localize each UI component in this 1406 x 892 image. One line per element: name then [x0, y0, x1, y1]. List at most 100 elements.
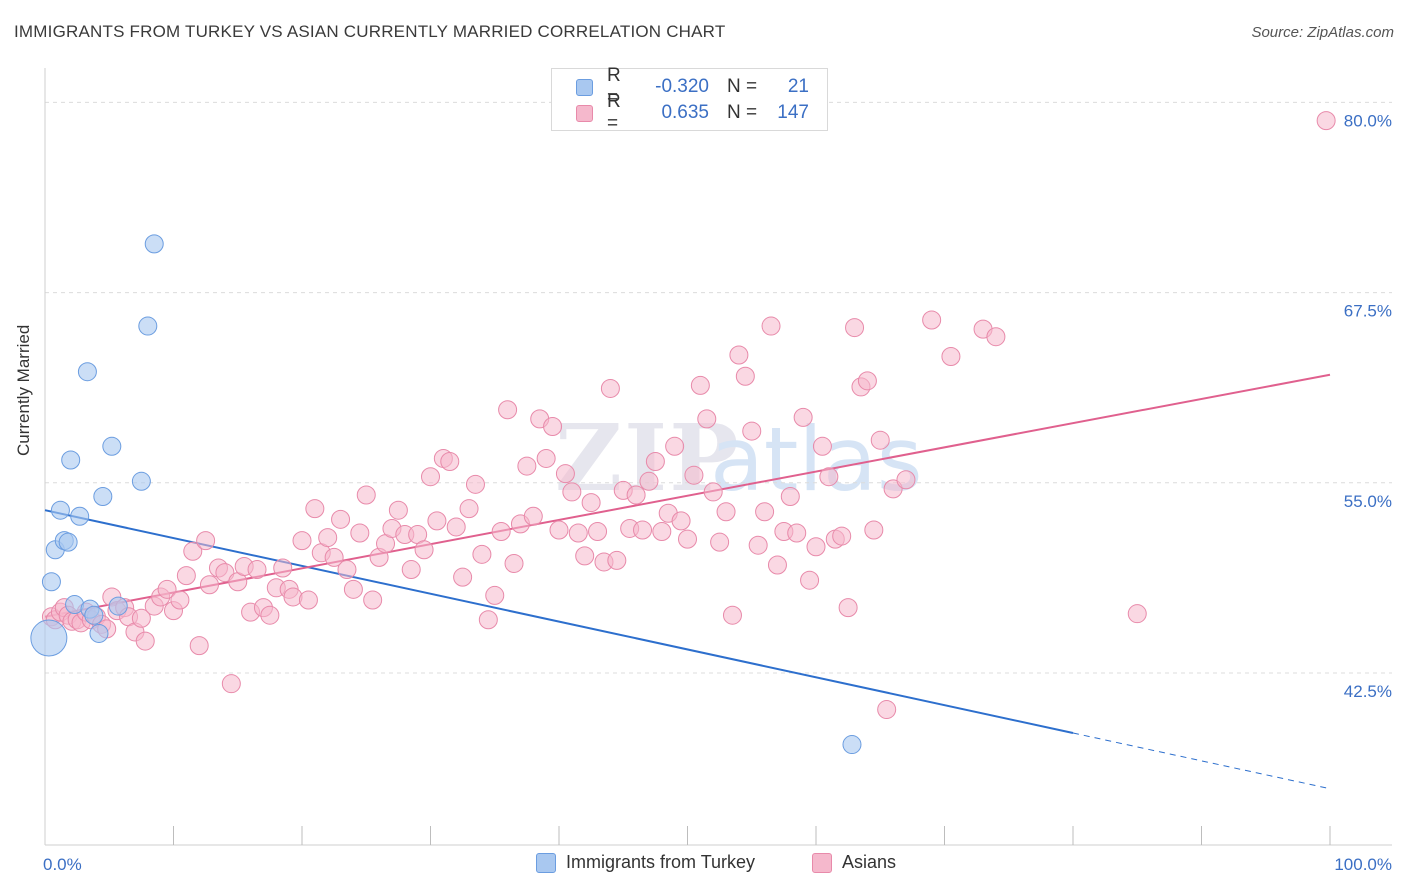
asian-point: [363, 590, 383, 610]
y-tick-label: 42.5%: [1344, 682, 1392, 701]
asian-point: [343, 579, 363, 599]
asian-points: [41, 111, 1336, 720]
asian-point: [845, 318, 865, 338]
asian-point: [414, 540, 434, 560]
asian-point: [283, 587, 303, 607]
correlation-legend: R = -0.320 N = 21 R = 0.635 N = 147: [551, 65, 828, 134]
asian-point: [761, 316, 781, 336]
asian-point: [562, 482, 582, 502]
turkey-point: [30, 619, 68, 657]
asian-point: [793, 407, 813, 427]
asian-point: [260, 605, 280, 625]
legend-r-value: 0.635: [661, 102, 709, 123]
asian-point: [465, 474, 485, 494]
tick-labels: 42.5% 55.0% 67.5% 80.0% 0.0% 100.0%: [43, 111, 1392, 874]
asian-point: [787, 523, 807, 543]
asian-point: [986, 327, 1006, 347]
asian-point: [832, 526, 852, 546]
turkey-trend-extension: [1072, 732, 1331, 790]
asian-point: [350, 523, 370, 543]
asian-point: [453, 567, 473, 587]
asian-point: [305, 499, 325, 519]
asian-point: [690, 375, 710, 395]
x-tick-label: 100.0%: [1334, 855, 1392, 874]
turkey-point: [61, 450, 81, 470]
asian-point: [427, 511, 447, 531]
legend-item-turkey: Immigrants from Turkey: [536, 852, 755, 873]
asian-point: [703, 482, 723, 502]
asian-point: [549, 520, 569, 540]
asian-point: [922, 310, 942, 330]
asian-point: [780, 487, 800, 507]
asian-point: [1316, 111, 1336, 131]
legend-label-turkey: Immigrants from Turkey: [566, 852, 756, 872]
asian-point: [639, 471, 659, 491]
turkey-point: [50, 500, 70, 520]
asian-point: [135, 631, 155, 651]
legend-n-value: 21: [787, 76, 809, 97]
asian-point: [536, 448, 556, 468]
turkey-point: [77, 362, 97, 382]
legend-swatch-asian: [812, 852, 832, 873]
asian-point: [742, 421, 762, 441]
zipatlas-watermark: ZIP atlas: [555, 404, 923, 512]
turkey-point: [70, 506, 90, 526]
turkey-point: [138, 316, 158, 336]
chart-source: Source: ZipAtlas.com: [1251, 24, 1394, 41]
asian-point: [568, 523, 588, 543]
legend-n-value: 147: [777, 102, 809, 123]
asian-point: [710, 532, 730, 552]
asian-point: [645, 452, 665, 471]
asian-point: [273, 558, 293, 578]
asian-point: [356, 485, 376, 505]
asian-point: [247, 560, 267, 580]
asian-point: [838, 598, 858, 618]
turkey-point: [842, 735, 862, 755]
asian-point: [199, 575, 219, 595]
asian-point: [331, 509, 351, 529]
asian-point: [324, 547, 344, 567]
axes: [44, 68, 1392, 846]
asian-point: [896, 470, 916, 490]
y-tick-label: 80.0%: [1344, 111, 1392, 130]
asian-point: [215, 563, 235, 583]
asian-point: [446, 517, 466, 537]
turkey-point: [41, 572, 61, 592]
y-tick-label: 55.0%: [1344, 492, 1392, 511]
legend-swatch-asian: [576, 104, 593, 122]
turkey-point: [102, 436, 122, 456]
asian-point: [523, 506, 543, 526]
asian-point: [684, 465, 704, 485]
turkey-point: [93, 487, 113, 507]
asian-point: [812, 436, 832, 456]
turkey-point: [131, 471, 151, 491]
asian-point: [517, 456, 537, 476]
turkey-point: [108, 596, 128, 616]
legend-item-asian: Asians: [812, 852, 896, 873]
asian-point: [221, 674, 241, 694]
asian-point: [755, 502, 775, 522]
asian-point: [318, 528, 338, 548]
turkey-point: [84, 605, 104, 625]
asian-point: [722, 605, 742, 625]
asian-point: [498, 400, 518, 420]
asian-point: [716, 502, 736, 522]
asian-point: [607, 550, 627, 570]
legend-swatch-turkey: [536, 852, 556, 873]
legend-row-asian: R = 0.635 N = 147: [576, 91, 809, 134]
legend-r-label: R =: [607, 91, 621, 134]
turkey-points: [30, 234, 862, 755]
asian-point: [388, 500, 408, 520]
grid-lines: [45, 101, 1392, 674]
asian-point: [472, 544, 492, 564]
asian-point: [504, 553, 524, 573]
asian-point: [401, 560, 421, 580]
asian-point: [665, 436, 685, 456]
asian-point: [652, 522, 672, 542]
legend-swatch-turkey: [576, 78, 593, 96]
asian-point: [633, 520, 653, 540]
asian-point: [575, 546, 595, 566]
asian-point: [170, 590, 190, 610]
asian-point: [478, 610, 498, 630]
